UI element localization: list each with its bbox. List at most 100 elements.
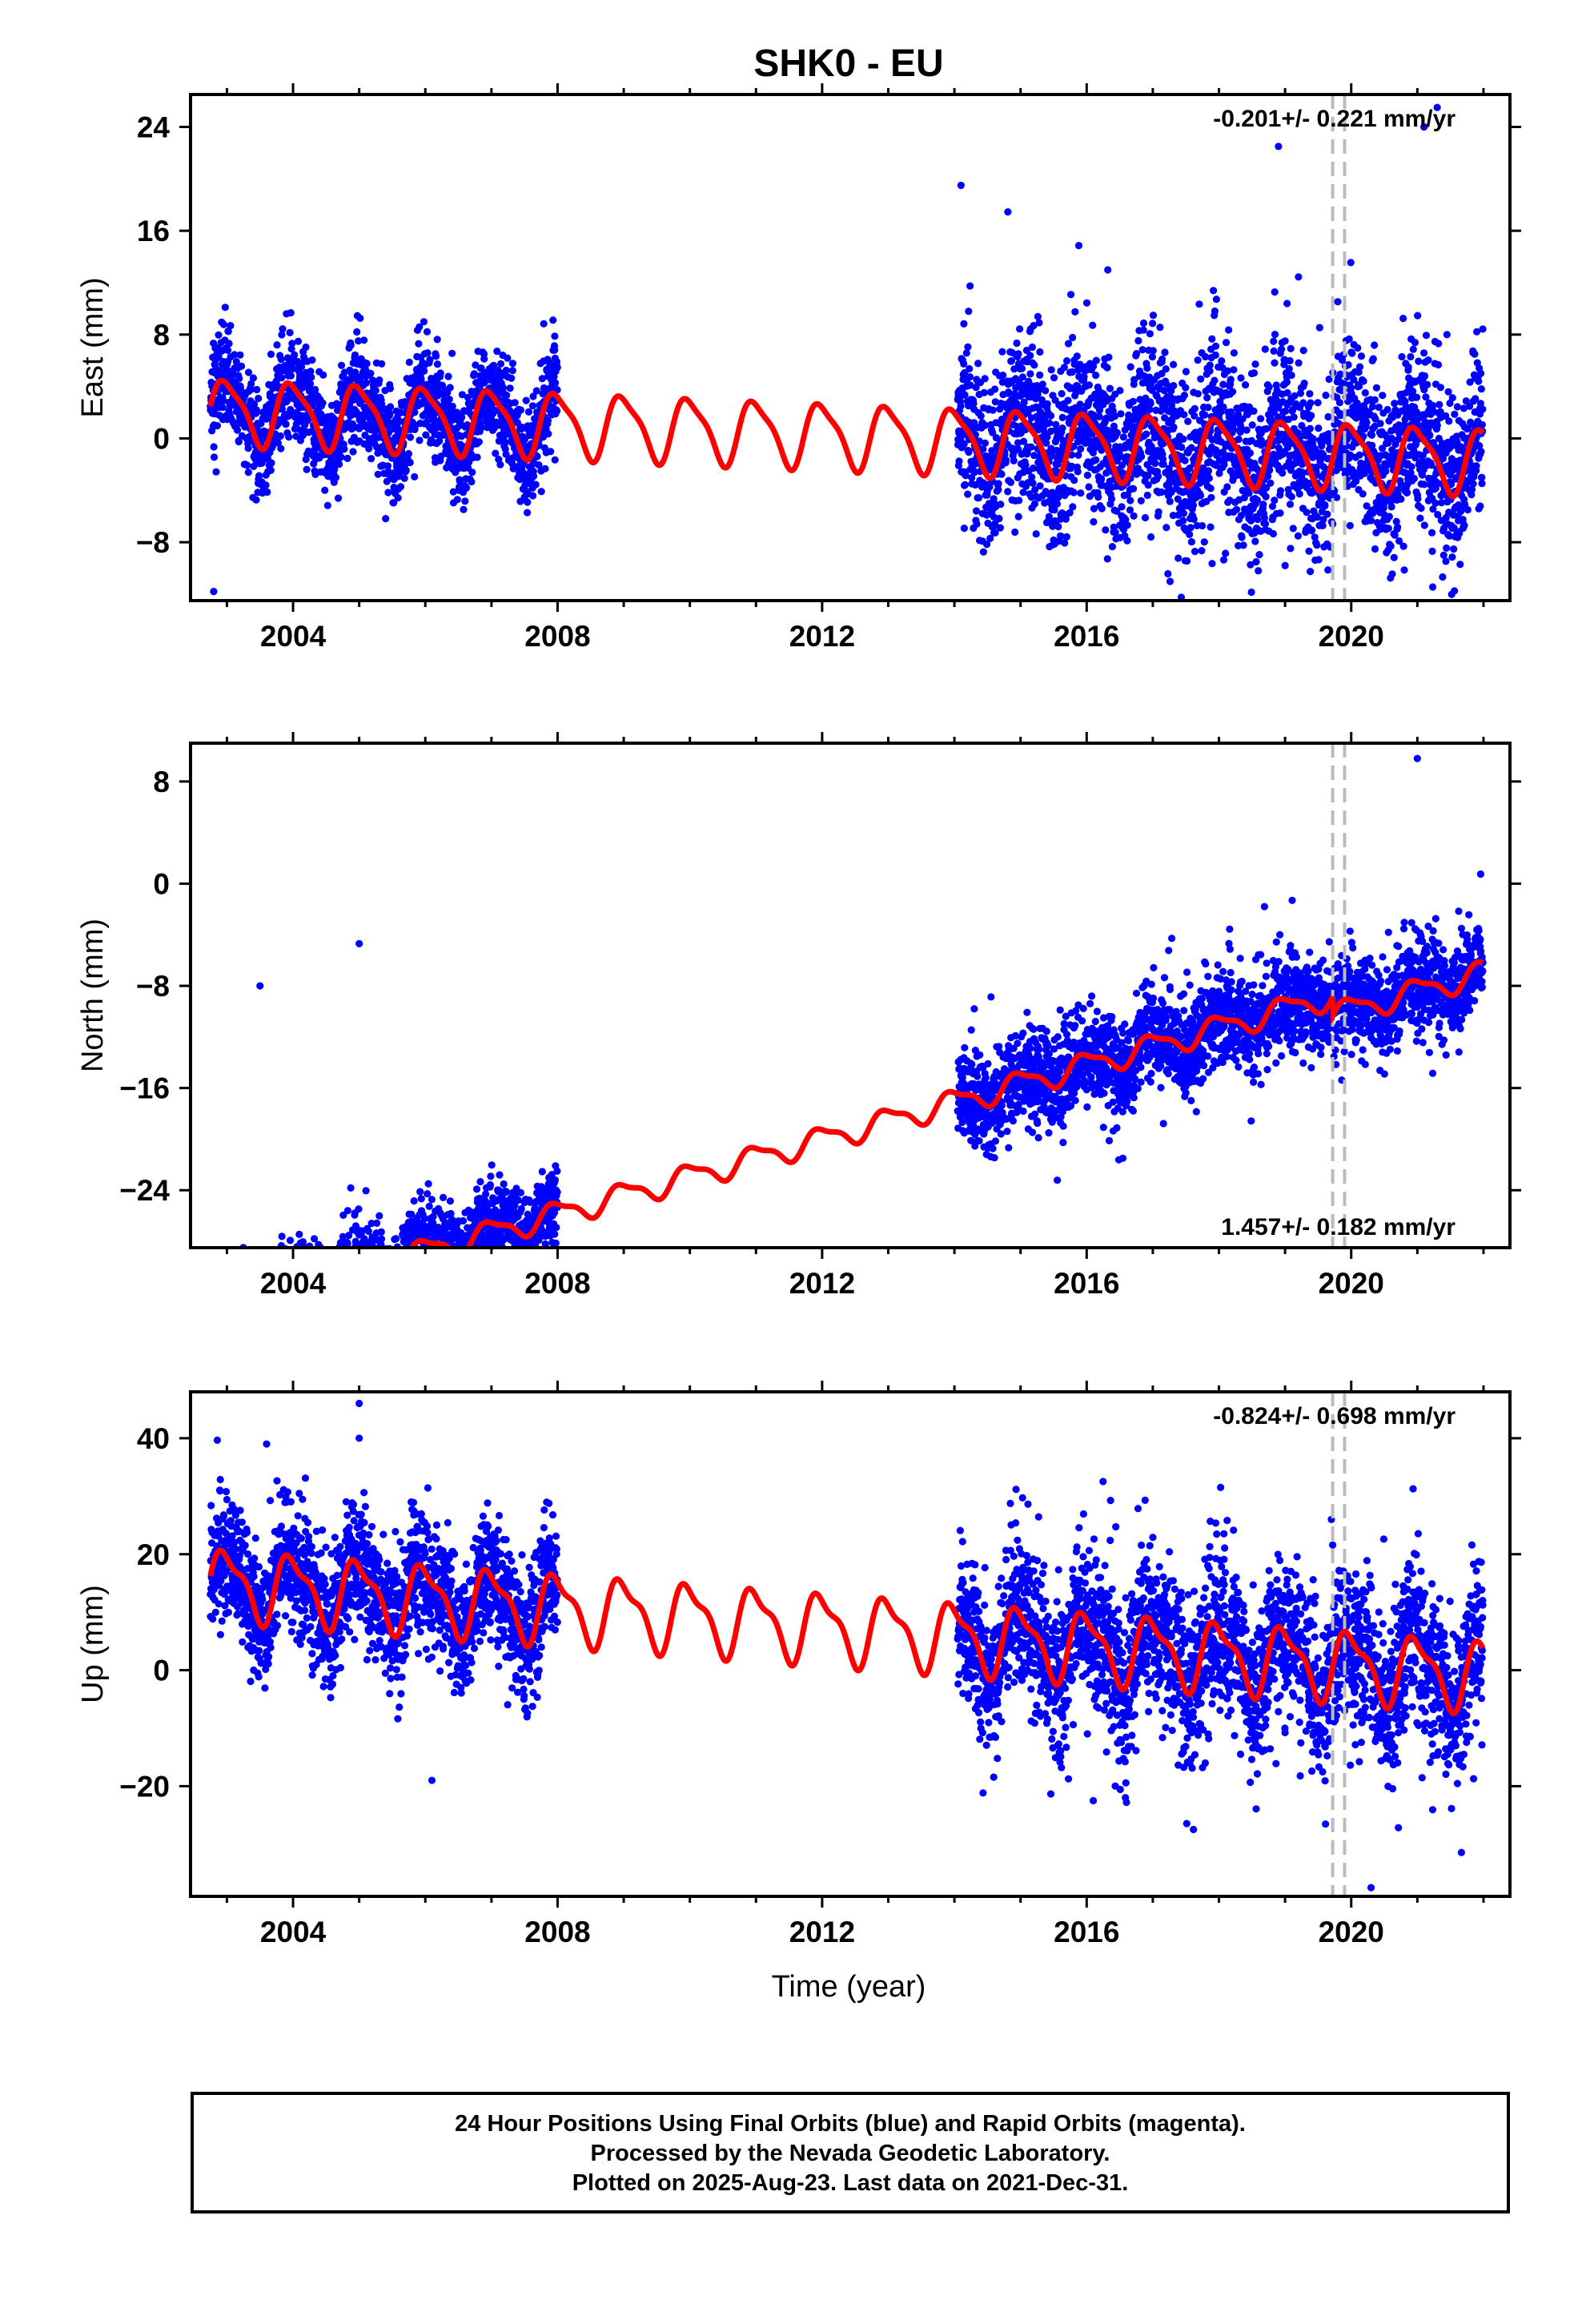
data-point	[1071, 308, 1079, 316]
data-point	[1050, 506, 1058, 514]
data-point	[236, 351, 244, 359]
data-point	[1085, 381, 1093, 389]
data-point	[216, 1329, 223, 1336]
data-point	[463, 484, 471, 492]
data-point	[229, 1269, 236, 1276]
y-tick-label: 24	[137, 111, 171, 144]
data-point	[1204, 404, 1212, 412]
data-point	[1479, 405, 1487, 413]
data-point	[243, 1296, 251, 1303]
data-point	[1295, 490, 1303, 498]
data-point	[243, 1285, 251, 1293]
data-point	[288, 340, 296, 348]
data-point	[234, 1333, 241, 1341]
data-point	[1090, 362, 1098, 370]
data-point	[210, 443, 218, 451]
data-point	[1367, 431, 1376, 439]
data-point	[964, 490, 972, 498]
data-point	[1181, 456, 1189, 464]
data-point	[1076, 400, 1084, 408]
data-point	[1195, 300, 1203, 308]
data-point	[503, 392, 511, 400]
data-point	[257, 1343, 264, 1350]
data-point	[1451, 587, 1459, 595]
data-point	[247, 1276, 254, 1283]
data-point	[217, 1329, 224, 1337]
data-point	[1067, 291, 1075, 299]
data-point	[265, 1301, 272, 1308]
data-point	[508, 367, 516, 375]
data-point	[212, 1313, 219, 1321]
data-point	[251, 1277, 259, 1285]
data-point	[255, 394, 263, 403]
data-point	[1287, 372, 1295, 380]
data-point	[1047, 366, 1055, 374]
data-point	[285, 433, 293, 441]
data-point	[502, 450, 510, 459]
data-point	[233, 1285, 240, 1292]
data-point	[1435, 400, 1443, 408]
data-point	[1420, 480, 1428, 489]
data-point	[265, 1309, 272, 1317]
data-point	[1407, 463, 1415, 471]
data-point	[1069, 503, 1077, 511]
y-tick-label: 0	[153, 422, 170, 455]
data-point	[1354, 344, 1362, 352]
data-point	[1367, 517, 1375, 525]
data-point	[243, 1259, 251, 1266]
data-point	[1424, 356, 1432, 364]
data-point	[1479, 325, 1487, 333]
data-point	[496, 360, 505, 368]
data-point	[1092, 372, 1100, 380]
data-point	[1207, 523, 1215, 531]
data-point	[239, 1277, 247, 1285]
data-point	[994, 480, 1002, 488]
data-point	[989, 428, 997, 436]
data-point	[1166, 497, 1174, 505]
data-point	[1018, 364, 1026, 372]
data-point	[263, 1299, 270, 1306]
data-point	[1443, 544, 1451, 553]
data-point	[263, 1320, 271, 1327]
data-point	[484, 424, 492, 432]
data-point	[234, 1287, 241, 1294]
data-point	[219, 404, 227, 412]
data-point	[228, 1277, 235, 1285]
data-point	[493, 348, 501, 356]
data-point	[227, 322, 235, 330]
data-point	[250, 1323, 257, 1330]
data-point	[252, 1303, 259, 1310]
data-point	[1137, 497, 1145, 505]
data-point	[1005, 388, 1013, 396]
data-point	[237, 1283, 244, 1290]
data-point	[1219, 380, 1227, 388]
data-point	[1376, 420, 1384, 428]
data-point	[208, 1315, 215, 1322]
data-point	[215, 1275, 223, 1282]
data-point	[1028, 343, 1036, 352]
data-point	[1187, 538, 1195, 546]
data-point	[232, 1284, 239, 1291]
data-point	[1142, 430, 1150, 438]
data-point	[1434, 360, 1443, 369]
data-point	[238, 1265, 245, 1273]
data-point	[219, 1308, 226, 1315]
data-point	[551, 456, 559, 464]
data-point	[1190, 515, 1198, 524]
x-tick-label: 2020	[1319, 620, 1384, 653]
data-point	[277, 444, 285, 452]
data-point	[227, 1321, 235, 1328]
data-point	[1243, 426, 1251, 434]
data-point	[235, 438, 243, 446]
data-point	[1259, 501, 1267, 509]
data-point	[237, 1287, 244, 1294]
data-point	[229, 1305, 236, 1313]
data-point	[524, 498, 532, 506]
data-point	[286, 328, 294, 336]
data-point	[1230, 349, 1238, 357]
data-point	[997, 501, 1005, 509]
data-point	[266, 1318, 273, 1325]
data-point	[1403, 489, 1411, 497]
data-point	[1184, 417, 1192, 425]
